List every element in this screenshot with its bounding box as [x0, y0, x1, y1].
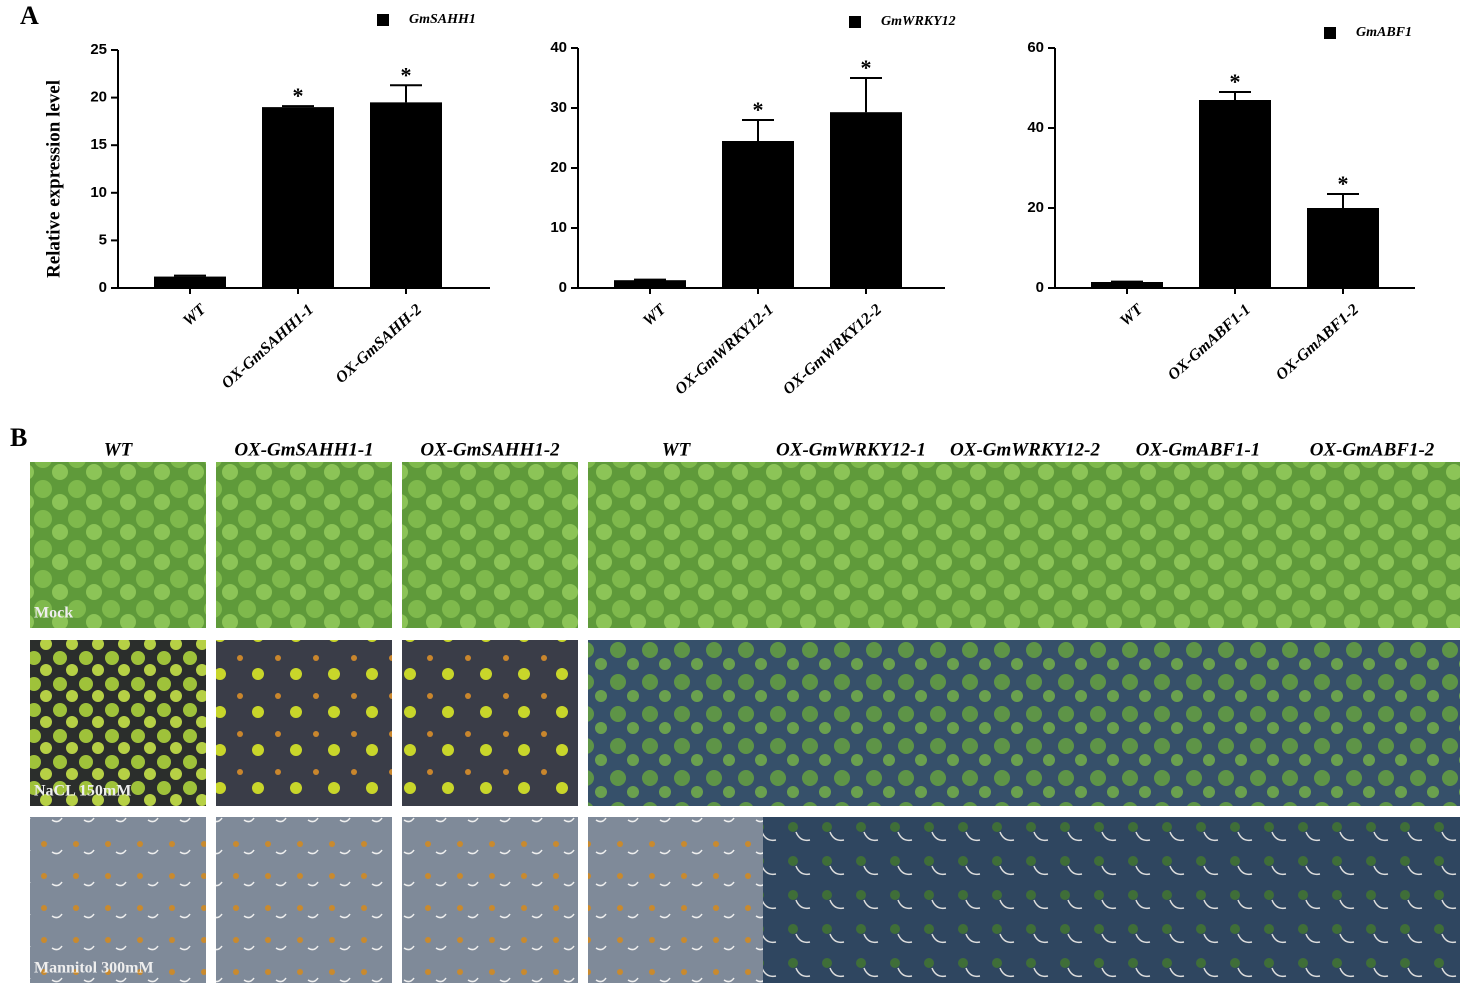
y-tick-label: 20 — [550, 159, 567, 176]
y-tick-label: 10 — [90, 184, 107, 201]
bar — [830, 112, 902, 288]
column-label: OX-GmWRKY12-1 — [776, 439, 926, 460]
column-label: OX-GmSAHH1-1 — [234, 439, 373, 460]
panel-label: A — [20, 1, 39, 30]
row-label: NaCL 150mM — [34, 783, 131, 800]
column-label: WT — [662, 439, 692, 460]
seedling-photo — [937, 817, 1113, 983]
x-tick-label: OX-GmSAHH1-1 — [219, 301, 318, 392]
bar — [1307, 208, 1379, 288]
legend-swatch — [849, 16, 861, 28]
seedling-photo — [588, 817, 764, 983]
bar — [614, 280, 686, 288]
bar — [154, 276, 226, 288]
bar — [722, 141, 794, 288]
y-tick-label: 40 — [1027, 119, 1044, 136]
seedling-photo — [30, 640, 206, 806]
column-label: OX-GmWRKY12-2 — [950, 439, 1100, 460]
row-label: Mock — [34, 605, 73, 622]
significance: * — [401, 62, 412, 87]
column-label: OX-GmABF1-1 — [1136, 439, 1261, 460]
significance: * — [293, 83, 304, 108]
seedling-photo — [588, 640, 764, 806]
error-bar — [282, 105, 314, 108]
bar — [370, 102, 442, 288]
seedling-photo — [937, 462, 1113, 628]
y-axis-title: Relative expression level — [43, 80, 64, 278]
x-tick-label: OX-GmABF1-1 — [1165, 301, 1254, 384]
significance: * — [861, 55, 872, 80]
seedling-photo — [402, 640, 578, 806]
seedling-photo — [937, 640, 1113, 806]
x-tick-label: OX-GmABF1-2 — [1273, 301, 1362, 384]
x-tick-label: OX-GmWRKY12-1 — [672, 301, 777, 398]
column-label: OX-GmSAHH1-2 — [420, 439, 560, 460]
y-tick-label: 0 — [559, 279, 567, 296]
seedling-photo — [588, 462, 764, 628]
y-tick-label: 15 — [90, 136, 107, 153]
legend-swatch — [377, 14, 389, 26]
legend-label: GmSAHH1 — [409, 12, 476, 27]
legend-label: GmABF1 — [1356, 25, 1412, 40]
y-tick-label: 25 — [90, 41, 107, 58]
bar — [1091, 282, 1163, 288]
x-tick-label: OX-GmWRKY12-2 — [780, 301, 885, 398]
x-tick-label: WT — [640, 300, 670, 330]
error-bar — [850, 77, 882, 113]
legend-swatch — [1324, 27, 1336, 39]
seedling-photo — [1110, 640, 1286, 806]
column-label: OX-GmABF1-2 — [1310, 439, 1435, 460]
x-tick-label: WT — [1117, 300, 1147, 330]
seedling-photo — [30, 817, 206, 983]
bar — [262, 107, 334, 289]
y-tick-label: 60 — [1027, 39, 1044, 56]
error-bar — [742, 119, 774, 141]
seedling-photo — [1284, 462, 1460, 628]
error-bar — [390, 84, 422, 103]
significance: * — [1230, 69, 1241, 94]
x-tick-label: WT — [180, 300, 210, 330]
seedling-photo — [1110, 462, 1286, 628]
seedling-photo — [216, 462, 392, 628]
seedling-photo — [1284, 640, 1460, 806]
seedling-photo — [763, 462, 939, 628]
seedling-photo — [402, 817, 578, 983]
seedling-photo — [216, 640, 392, 806]
error-bar — [634, 278, 666, 281]
seedling-photo — [402, 462, 578, 628]
y-tick-label: 40 — [550, 39, 567, 56]
error-bar — [1327, 193, 1359, 208]
significance: * — [1338, 171, 1349, 196]
error-bar — [174, 274, 206, 277]
seedling-photo — [216, 817, 392, 983]
seedling-photo — [1284, 817, 1460, 983]
y-tick-label: 5 — [99, 231, 107, 248]
y-tick-label: 20 — [1027, 199, 1044, 216]
y-tick-label: 0 — [99, 279, 107, 296]
x-tick-label: OX-GmSAHH-2 — [333, 301, 426, 387]
column-label: WT — [104, 439, 134, 460]
panel-label: B — [10, 423, 27, 452]
row-label: Mannitol 300mM — [34, 960, 154, 977]
bar — [1199, 100, 1271, 288]
seedling-photo — [763, 817, 939, 983]
y-tick-label: 20 — [90, 89, 107, 106]
seedling-photo — [763, 640, 939, 806]
error-bar — [1219, 91, 1251, 100]
legend-label: GmWRKY12 — [881, 14, 956, 29]
seedling-photo — [1110, 817, 1286, 983]
significance: * — [753, 97, 764, 122]
seedling-photo — [30, 462, 206, 628]
y-tick-label: 30 — [550, 99, 567, 116]
y-tick-label: 0 — [1036, 279, 1044, 296]
y-tick-label: 10 — [550, 219, 567, 236]
